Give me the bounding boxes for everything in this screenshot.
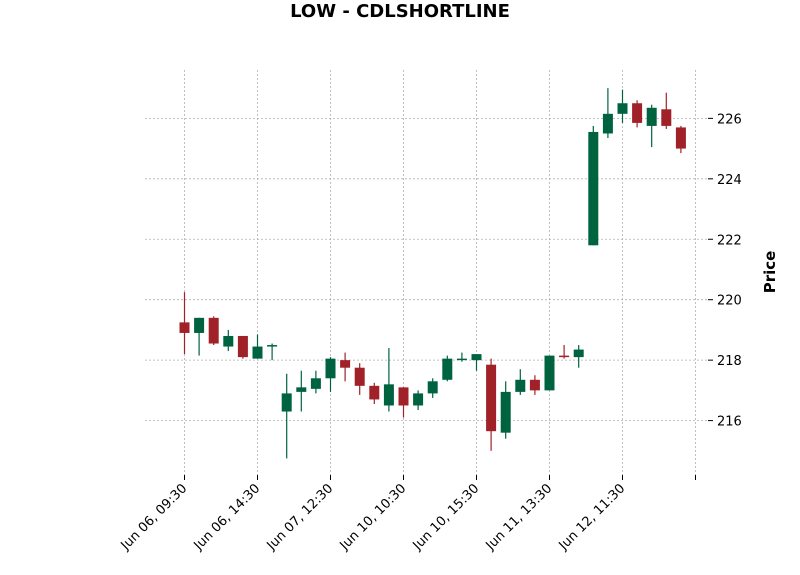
candle-body <box>588 131 599 246</box>
x-tick-label: Jun 06, 09:30 <box>118 481 191 554</box>
candle-body <box>515 379 526 392</box>
candle-up <box>383 348 394 412</box>
candle-up <box>296 370 307 412</box>
y-tick-label: 216 <box>717 415 742 430</box>
chart-title: LOW - CDLSHORTLINE <box>290 1 510 22</box>
x-tick-label: Jun 06, 14:30 <box>191 481 264 554</box>
candle-body <box>617 103 628 114</box>
x-tick-label: Jun 07, 12:30 <box>264 481 337 554</box>
candle-up <box>310 370 321 394</box>
candle-up <box>427 378 438 398</box>
candle-body <box>325 358 336 379</box>
y-axis-label: Price <box>761 251 779 294</box>
candle-body <box>646 107 657 126</box>
candle-up <box>588 125 599 246</box>
candle-up <box>471 354 482 371</box>
candle-body <box>223 335 234 347</box>
y-tick-label: 224 <box>717 173 742 188</box>
x-axis: Jun 06, 09:30 Jun 06, 14:30 Jun 07, 12:30 J… <box>118 475 696 554</box>
candle-body <box>383 384 394 406</box>
candle-body <box>427 381 438 394</box>
candle-up <box>515 369 526 395</box>
candle-body <box>602 113 613 134</box>
x-tick-label: Jun 11, 13:30 <box>483 481 556 554</box>
candle-body <box>529 379 540 391</box>
candle-up <box>252 334 263 359</box>
candle-up <box>267 343 278 361</box>
candle-body <box>398 387 409 406</box>
candle-up <box>500 381 511 439</box>
candle-up <box>194 317 205 356</box>
x-tick-label: Jun 12, 11:30 <box>556 481 629 554</box>
candle-down <box>179 292 190 355</box>
candle-body <box>573 349 584 358</box>
candle-down <box>237 335 248 359</box>
x-tick-label: Jun 10, 10:30 <box>337 481 410 554</box>
x-tick-label: Jun 10, 15:30 <box>410 481 483 554</box>
y-axis: 216 218 220 222 224 226 <box>708 112 742 430</box>
candle-body <box>369 385 380 400</box>
grid <box>145 70 708 475</box>
candle-body <box>252 346 263 359</box>
candle-up <box>646 104 657 148</box>
candle-body <box>456 358 467 361</box>
candle-body <box>310 378 321 389</box>
candle-up <box>617 89 628 123</box>
candle-body <box>267 345 278 347</box>
candle-down <box>369 382 380 404</box>
candle-body <box>281 393 292 412</box>
y-tick-label: 222 <box>717 233 742 248</box>
candle-down <box>559 345 570 359</box>
candle-down <box>661 92 672 129</box>
candle-down <box>632 100 643 128</box>
candle-body <box>544 355 555 391</box>
candle-up <box>573 345 584 368</box>
candle-down <box>340 352 351 382</box>
candle-up <box>442 355 453 382</box>
candle-body <box>296 387 307 392</box>
y-tick-label: 226 <box>717 112 742 127</box>
candle-up <box>223 329 234 352</box>
candle-body <box>413 393 424 406</box>
candle-body <box>442 358 453 380</box>
candle-body <box>179 322 190 333</box>
candle-body <box>500 391 511 433</box>
candle-body <box>661 109 672 126</box>
y-tick-label: 220 <box>717 294 742 309</box>
candle-down <box>354 363 365 395</box>
candle-down <box>529 375 540 395</box>
candle-body <box>194 317 205 333</box>
candle-up <box>413 390 424 411</box>
candle-up <box>325 357 336 392</box>
y-tick-label: 218 <box>717 354 742 369</box>
candle-body <box>486 364 497 432</box>
candle-up <box>281 373 292 459</box>
candle-down <box>486 358 497 451</box>
candle-up <box>456 352 467 362</box>
candle-down <box>208 316 219 346</box>
candle-down <box>398 387 409 418</box>
candle-body <box>354 367 365 386</box>
candle-body <box>559 355 570 358</box>
candle-body <box>208 317 219 344</box>
candle-body <box>675 127 686 149</box>
candles <box>179 88 686 459</box>
candle-body <box>340 360 351 368</box>
candle-body <box>632 103 643 123</box>
candle-down <box>675 125 686 154</box>
candle-up <box>544 355 555 391</box>
candle-up <box>602 88 613 139</box>
candle-body <box>471 354 482 361</box>
candle-body <box>237 335 248 358</box>
